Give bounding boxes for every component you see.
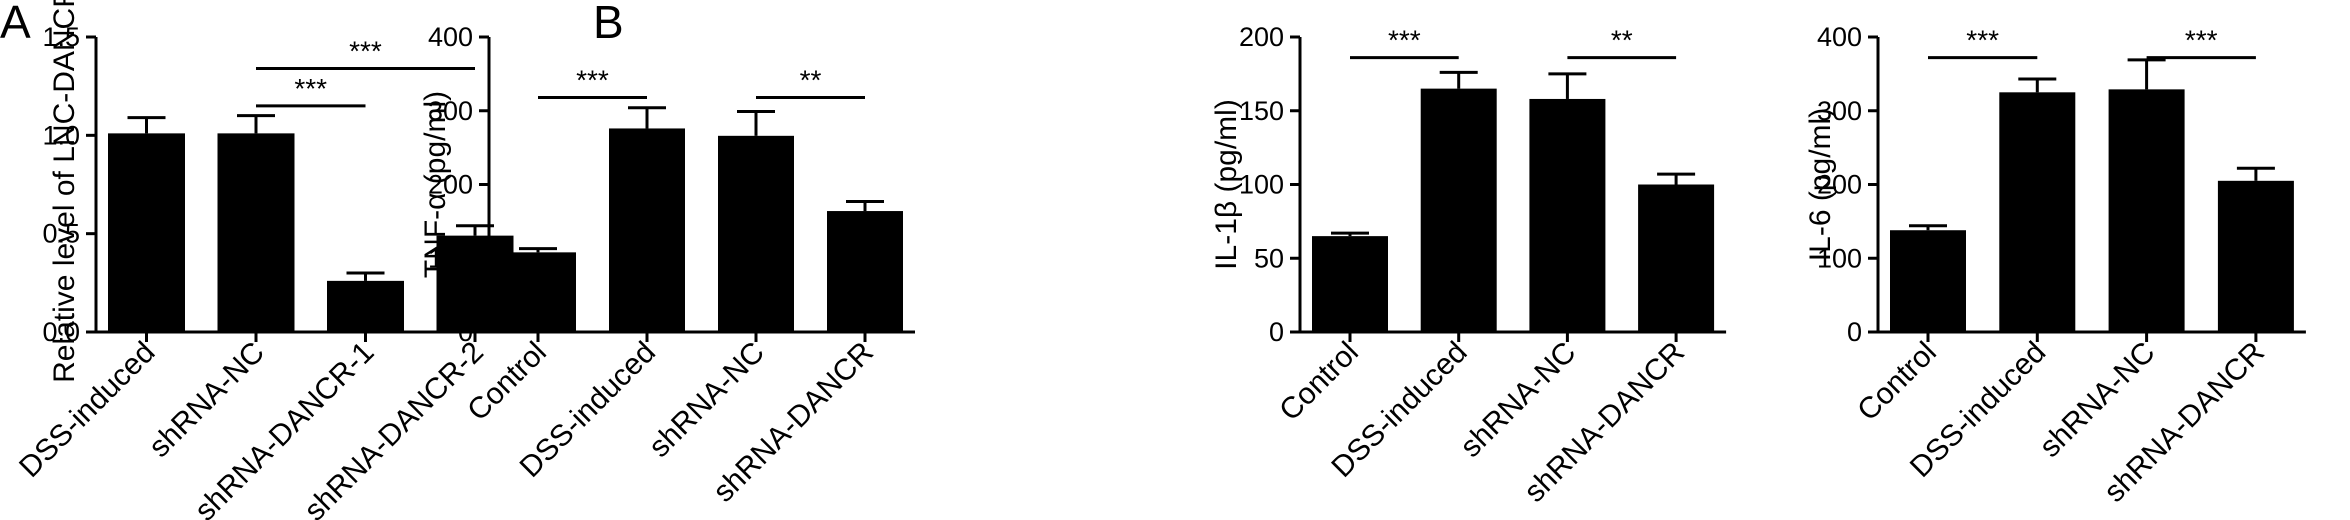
y-axis-label: IL-1β (pg/ml) [1210, 99, 1243, 270]
y-tick-label: 0 [1269, 317, 1284, 347]
bar [1890, 230, 1966, 332]
bar [827, 211, 903, 332]
y-tick-label: 200 [428, 170, 473, 200]
bar [609, 128, 685, 332]
bar [217, 133, 295, 332]
category-label: DSS-induced [13, 336, 161, 484]
y-axis-label: IL-6 (pg/ml) [1804, 108, 1837, 261]
significance-label: ** [800, 64, 822, 95]
significance-label: *** [1388, 25, 1421, 56]
category-label: Control [1273, 336, 1365, 428]
bar [327, 280, 404, 332]
bar [108, 133, 185, 332]
y-tick-label: 300 [428, 96, 473, 126]
y-tick-label: 50 [1254, 243, 1284, 273]
y-axis-label: Relative level of LNC-DANCR [48, 0, 81, 383]
y-tick-label: 0.5 [42, 219, 80, 249]
y-tick-label: 200 [1817, 170, 1862, 200]
y-tick-label: 100 [428, 243, 473, 273]
y-tick-label: 400 [1817, 22, 1862, 52]
bar [718, 135, 794, 332]
y-tick-label: 200 [1239, 22, 1284, 52]
category-label: Control [1851, 336, 1943, 428]
significance-label: ** [1611, 25, 1633, 56]
y-axis-label: TNF-α (pg/ml) [419, 91, 452, 278]
bar [1999, 92, 2076, 332]
y-tick-label: 150 [1239, 96, 1284, 126]
bar [1312, 236, 1388, 332]
panel-label-b: B [593, 0, 624, 48]
bar [2217, 180, 2294, 332]
y-tick-label: 1.5 [42, 22, 80, 52]
significance-label: *** [576, 64, 609, 95]
y-tick-label: 0 [1847, 317, 1862, 347]
bar [500, 252, 576, 332]
significance-label: *** [1966, 25, 1999, 56]
significance-label: *** [349, 35, 382, 66]
bar [1529, 98, 1606, 332]
significance-label: *** [294, 73, 327, 104]
panel-label-a: A [0, 0, 31, 48]
y-tick-label: 1.0 [42, 120, 80, 150]
y-tick-label: 0 [458, 317, 473, 347]
bar [1638, 184, 1715, 332]
y-tick-label: 300 [1817, 96, 1862, 126]
y-tick-label: 400 [428, 22, 473, 52]
bar [1420, 88, 1497, 332]
y-tick-label: 0.0 [42, 317, 80, 347]
category-label: shRNA-DANCR-2 [298, 336, 490, 520]
significance-label: *** [2185, 25, 2218, 56]
bar [2108, 89, 2185, 332]
y-tick-label: 100 [1239, 170, 1284, 200]
y-tick-label: 100 [1817, 243, 1862, 273]
